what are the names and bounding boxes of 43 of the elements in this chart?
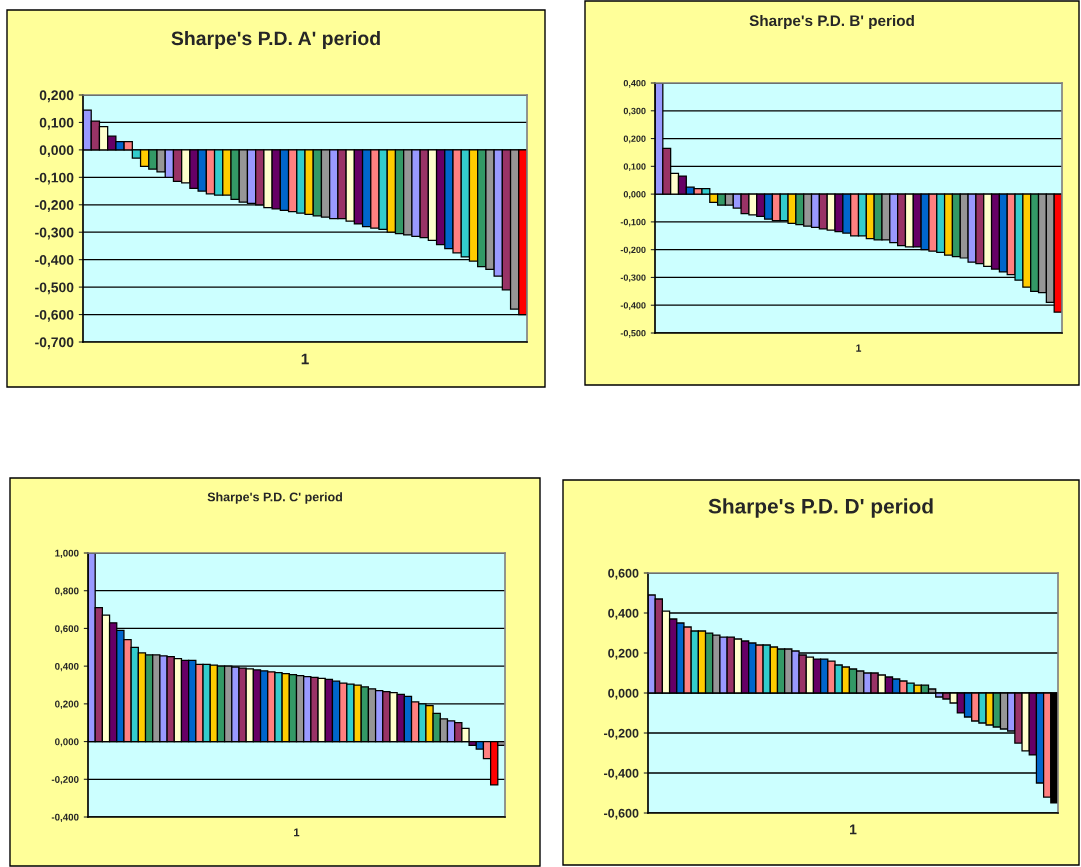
- y-tick-label: 0,400: [623, 79, 646, 88]
- y-tick-label: 0,600: [55, 625, 79, 634]
- y-tick-label: 0,000: [623, 191, 646, 199]
- y-tick-label: -0,300: [35, 227, 74, 240]
- y-tick-label: 0,200: [39, 90, 74, 103]
- y-tick-label: 0,400: [55, 662, 79, 672]
- y-tick-label: -0,100: [35, 172, 74, 185]
- y-tick-label: -0,400: [604, 768, 639, 780]
- y-tick-label: 0,600: [608, 568, 639, 580]
- y-tick-label: -0,400: [35, 255, 74, 267]
- y-tick-label: -0,500: [620, 329, 646, 338]
- y-tick-label: -0,500: [35, 282, 74, 295]
- x-axis-title: 1: [850, 824, 857, 835]
- y-tick-label: 0,200: [623, 135, 646, 144]
- y-tick-label: 0,000: [55, 738, 79, 747]
- x-axis-title: 1: [301, 353, 309, 365]
- y-tick-label: 0,100: [623, 163, 646, 171]
- y-tick-label: 0,400: [608, 608, 639, 620]
- y-tick-label: -0,700: [35, 337, 74, 350]
- y-tick-label: 0,300: [623, 107, 646, 116]
- y-tick-label: 0,800: [55, 587, 79, 596]
- y-tick-label: -0,300: [620, 274, 646, 283]
- y-tick-label: -0,600: [604, 808, 639, 820]
- y-tick-label: -0,200: [604, 728, 639, 740]
- y-tick-label: 0,200: [55, 700, 79, 709]
- chart-title: Sharpe's P.D. C' period: [207, 492, 342, 504]
- chart-title: Sharpe's P.D. D' period: [708, 498, 933, 518]
- y-tick-label: 0,000: [39, 145, 74, 158]
- y-tick-label: 0,100: [39, 117, 74, 130]
- y-tick-label: 0,200: [608, 648, 639, 660]
- y-tick-label: -0,400: [620, 302, 646, 310]
- y-tick-label: -0,200: [35, 200, 74, 212]
- y-tick-label: -0,400: [51, 813, 79, 823]
- y-tick-label: -0,200: [620, 246, 646, 255]
- chart-title: Sharpe's P.D. B' period: [749, 14, 914, 30]
- y-tick-label: -0,600: [35, 309, 74, 322]
- chart-title: Sharpe's P.D. A' period: [171, 30, 380, 50]
- y-tick-label: 0,000: [608, 688, 639, 700]
- y-tick-label: -0,200: [51, 776, 79, 785]
- y-tick-label: -0,100: [620, 218, 646, 227]
- x-axis-title: 1: [856, 344, 862, 352]
- y-tick-label: 1,000: [55, 549, 79, 559]
- x-axis-title: 1: [294, 828, 300, 837]
